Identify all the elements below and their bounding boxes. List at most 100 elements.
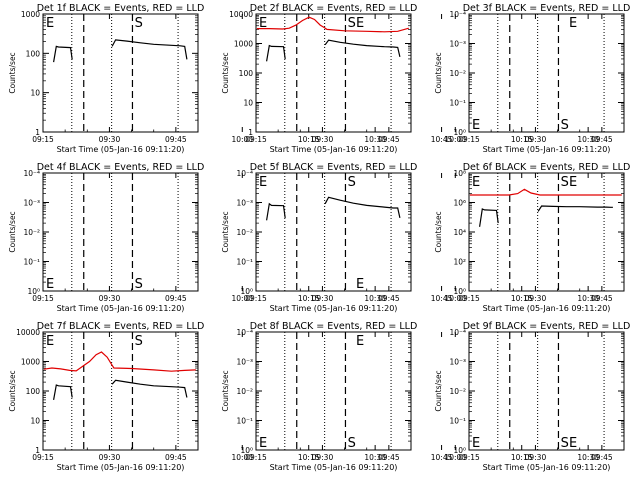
y-tick-label: 1000 [234, 40, 253, 49]
x-tick-label: 09:30 [525, 135, 547, 144]
y-tick-label: 10⁻³ [449, 40, 466, 49]
plot-frame [468, 13, 625, 133]
y-tick-label: 100 [239, 69, 254, 78]
panel-det-9: Det 9f BLACK = Events, RED = LLD 09:15 09:… [434, 321, 630, 472]
x-tick-label: 09:30 [312, 453, 334, 462]
panel-det-8: Det 8f BLACK = Events, RED = LLD 09:15 09:… [221, 321, 599, 472]
x-tick-label: 09:45 [165, 135, 187, 144]
y-tick-label: 1 [35, 446, 40, 455]
event-marker-e: E [259, 436, 267, 451]
x-tick-label: 09:30 [312, 135, 334, 144]
plot-frame [255, 172, 412, 292]
y-tick-label: 10 [30, 417, 40, 426]
panel-title: Det 2f BLACK = Events, RED = LLD [250, 3, 418, 14]
x-tick-label: 09:45 [591, 453, 613, 462]
y-tick-label: 1000 [21, 10, 40, 19]
panel-title: Det 4f BLACK = Events, RED = LLD [37, 162, 205, 173]
x-tick-label: 09:45 [591, 294, 613, 303]
x-tick-label: 10:30 [577, 294, 599, 303]
plot-frame [42, 331, 199, 451]
plot-frame [468, 331, 625, 451]
y-axis-label: Counts/sec [434, 52, 443, 93]
x-axis-label: Start Time (05-Jan-16 09:11:20) [57, 145, 185, 154]
plot-frame [468, 172, 625, 292]
plot-frame [255, 331, 412, 451]
series-lld-line [469, 188, 622, 196]
y-tick-label: 1000 [21, 358, 40, 367]
x-tick-label: 09:15 [32, 294, 54, 303]
x-tick-label: 09:30 [99, 453, 121, 462]
event-marker-s: S [561, 118, 569, 133]
y-tick-label: 10⁻² [449, 387, 466, 396]
y-axis-label: Counts/sec [221, 211, 230, 252]
panel-title: Det 1f BLACK = Events, RED = LLD [37, 3, 205, 14]
series-events-line [111, 379, 188, 398]
panel-det-1: Det 1f BLACK = Events, RED = LLD 09:15 09:… [8, 3, 453, 154]
y-tick-label: 10⁻³ [236, 199, 253, 208]
x-tick-label: 09:30 [312, 294, 334, 303]
x-tick-label: 09:45 [165, 453, 187, 462]
x-tick-label: 10:00 [444, 453, 466, 462]
y-axis-label: Counts/sec [8, 52, 17, 93]
x-tick-label: 09:45 [378, 453, 400, 462]
x-tick-label: 10:15 [298, 294, 320, 303]
y-tick-label: 10⁻⁴ [236, 328, 253, 337]
event-marker-e: E [356, 277, 364, 292]
x-tick-label: 09:30 [525, 453, 547, 462]
x-axis-label: Start Time (05-Jan-16 09:11:20) [57, 463, 185, 472]
event-marker-e: E [472, 118, 480, 133]
x-tick-label: 10:00 [231, 294, 253, 303]
panel-det-6: Det 6f BLACK = Events, RED = LLD 09:15 09:… [434, 162, 630, 313]
y-axis-label: Counts/sec [434, 370, 443, 411]
y-tick-label: 10⁻² [236, 387, 253, 396]
plot-frame [42, 172, 199, 292]
series-lld-line [43, 351, 196, 372]
x-tick-label: 09:15 [245, 294, 267, 303]
x-tick-label: 10:15 [511, 294, 533, 303]
panel-title: Det 8f BLACK = Events, RED = LLD [250, 321, 418, 332]
x-tick-label: 09:15 [458, 294, 480, 303]
event-marker-e: E [569, 436, 577, 451]
x-axis-label: Start Time (05-Jan-16 09:11:20) [483, 463, 611, 472]
event-marker-e: E [356, 16, 364, 31]
x-axis-label: Start Time (05-Jan-16 09:11:20) [483, 145, 611, 154]
plot-frame [42, 13, 199, 133]
x-tick-label: 10:15 [511, 453, 533, 462]
event-marker-e: E [569, 175, 577, 190]
x-tick-label: 09:45 [591, 135, 613, 144]
x-tick-label: 09:15 [32, 453, 54, 462]
panel-det-4: Det 4f BLACK = Events, RED = LLD 09:15 09:… [8, 162, 453, 313]
x-axis-label: Start Time (05-Jan-16 09:11:20) [270, 304, 398, 313]
x-axis-label: Start Time (05-Jan-16 09:11:20) [270, 145, 398, 154]
y-tick-label: 10⁻¹ [236, 417, 253, 426]
y-tick-label: 10⁻³ [23, 199, 40, 208]
series-events-line [479, 208, 499, 227]
y-tick-label: 100 [26, 387, 41, 396]
y-tick-label: 10⁰ [453, 287, 466, 296]
panel-title: Det 5f BLACK = Events, RED = LLD [250, 162, 418, 173]
event-marker-s: S [135, 16, 143, 31]
event-marker-e: E [356, 334, 364, 349]
series-events-line [53, 384, 73, 401]
event-marker-e: E [472, 175, 480, 190]
y-tick-label: 10⁴ [453, 228, 466, 237]
y-axis-label: Counts/sec [8, 211, 17, 252]
y-tick-label: 10⁰ [240, 287, 253, 296]
x-axis-label: Start Time (05-Jan-16 09:11:20) [483, 304, 611, 313]
series-events-line [53, 45, 73, 63]
y-tick-label: 10⁰ [453, 446, 466, 455]
x-tick-label: 09:30 [99, 135, 121, 144]
x-tick-label: 10:45 [431, 453, 453, 462]
x-tick-label: 10:00 [231, 135, 253, 144]
series-events-line [266, 44, 286, 62]
x-tick-label: 09:45 [378, 135, 400, 144]
x-tick-label: 09:15 [245, 453, 267, 462]
panel-det-7: Det 7f BLACK = Events, RED = LLD 09:15 09:… [8, 321, 453, 472]
panel-title: Det 3f BLACK = Events, RED = LLD [463, 3, 631, 14]
x-tick-label: 10:30 [364, 453, 386, 462]
event-marker-s: S [348, 175, 356, 190]
series-events-line [266, 202, 286, 221]
x-tick-label: 09:45 [165, 294, 187, 303]
y-tick-label: 10⁻³ [236, 358, 253, 367]
